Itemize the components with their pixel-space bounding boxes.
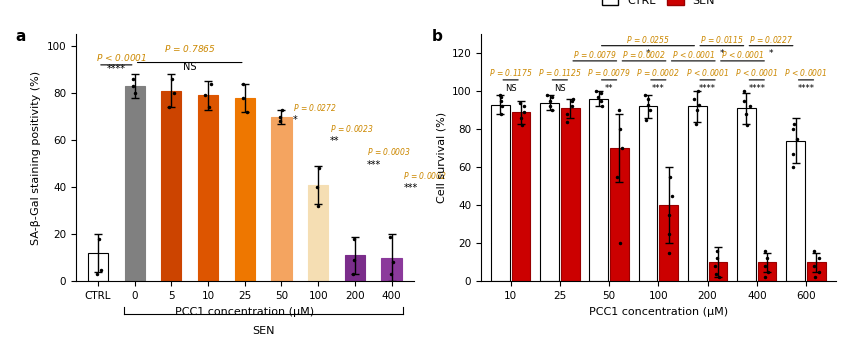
Text: ***: *** bbox=[403, 184, 418, 193]
Bar bbox=[491, 105, 510, 281]
Text: *: * bbox=[769, 49, 773, 59]
Bar bbox=[807, 262, 825, 281]
Text: a: a bbox=[15, 29, 25, 44]
Text: $P$ = 0.0079: $P$ = 0.0079 bbox=[573, 49, 617, 60]
Text: ***: *** bbox=[366, 160, 381, 170]
Y-axis label: Cell survival (%): Cell survival (%) bbox=[436, 112, 446, 203]
Text: ****: **** bbox=[107, 64, 126, 74]
Text: $P$ < 0.0001: $P$ < 0.0001 bbox=[784, 67, 828, 78]
Bar bbox=[589, 99, 608, 281]
Text: *: * bbox=[646, 49, 650, 59]
Bar bbox=[639, 106, 657, 281]
Bar bbox=[511, 112, 530, 281]
Bar bbox=[688, 106, 706, 281]
Text: $P$ = 0.0272: $P$ = 0.0272 bbox=[293, 102, 338, 113]
Text: $P$ = 0.0227: $P$ = 0.0227 bbox=[749, 34, 793, 45]
Bar bbox=[125, 86, 145, 281]
Text: $P$ = 0.0002: $P$ = 0.0002 bbox=[622, 49, 666, 60]
Text: $P$ < 0.0001: $P$ < 0.0001 bbox=[686, 67, 729, 78]
Text: *: * bbox=[293, 115, 298, 125]
X-axis label: PCC1 concentration (μM): PCC1 concentration (μM) bbox=[176, 307, 314, 317]
Bar bbox=[272, 117, 291, 281]
Bar bbox=[787, 141, 805, 281]
Text: ****: **** bbox=[699, 84, 716, 93]
Bar bbox=[659, 205, 678, 281]
Text: NS: NS bbox=[505, 84, 517, 93]
Text: $P$ = 0.0023: $P$ = 0.0023 bbox=[330, 123, 374, 134]
Bar bbox=[560, 108, 580, 281]
Text: $P$ < 0.0001: $P$ < 0.0001 bbox=[721, 49, 764, 60]
Text: $P$ < 0.0001: $P$ < 0.0001 bbox=[672, 49, 715, 60]
Text: b: b bbox=[431, 29, 442, 44]
Bar bbox=[610, 148, 629, 281]
Text: **: ** bbox=[330, 136, 339, 146]
Bar bbox=[540, 103, 559, 281]
Text: ****: **** bbox=[749, 84, 766, 93]
Bar bbox=[88, 253, 108, 281]
X-axis label: PCC1 concentration (μM): PCC1 concentration (μM) bbox=[589, 307, 728, 317]
Text: **: ** bbox=[605, 84, 614, 93]
Text: NS: NS bbox=[554, 84, 565, 93]
Bar bbox=[161, 91, 181, 281]
Text: *: * bbox=[720, 49, 724, 59]
Text: ***: *** bbox=[652, 84, 665, 93]
Text: $P$ = 0.0115: $P$ = 0.0115 bbox=[700, 34, 744, 45]
Text: NS: NS bbox=[183, 62, 197, 72]
Text: SEN: SEN bbox=[252, 326, 274, 336]
Y-axis label: SA-β-Gal staining positivity (%): SA-β-Gal staining positivity (%) bbox=[31, 71, 41, 245]
Text: $P$ = 0.0003: $P$ = 0.0003 bbox=[366, 146, 411, 157]
Text: $P$ < 0.0001: $P$ < 0.0001 bbox=[96, 52, 147, 63]
Bar bbox=[308, 185, 328, 281]
Bar bbox=[737, 108, 756, 281]
Text: $P$ < 0.0001: $P$ < 0.0001 bbox=[735, 67, 778, 78]
Legend: CTRL, SEN: CTRL, SEN bbox=[602, 0, 715, 6]
Text: $P$ = 0.0079: $P$ = 0.0079 bbox=[587, 67, 631, 78]
Text: $P$ = 0.7865: $P$ = 0.7865 bbox=[164, 43, 215, 54]
Bar bbox=[344, 256, 365, 281]
Bar bbox=[198, 95, 218, 281]
Text: $P$ = 0.0002: $P$ = 0.0002 bbox=[403, 170, 447, 181]
Text: $P$ = 0.1175: $P$ = 0.1175 bbox=[489, 67, 533, 78]
Bar bbox=[235, 98, 255, 281]
Text: $P$ = 0.0255: $P$ = 0.0255 bbox=[626, 34, 670, 45]
Bar bbox=[381, 258, 402, 281]
Text: $P$ = 0.1125: $P$ = 0.1125 bbox=[538, 67, 582, 78]
Text: $P$ = 0.0002: $P$ = 0.0002 bbox=[636, 67, 680, 78]
Text: ****: **** bbox=[798, 84, 814, 93]
Bar bbox=[758, 262, 776, 281]
Bar bbox=[709, 262, 728, 281]
